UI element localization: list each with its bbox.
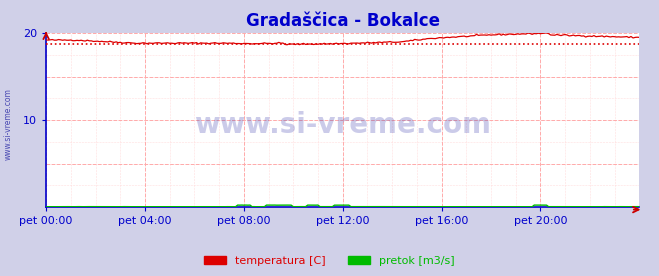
Text: www.si-vreme.com: www.si-vreme.com bbox=[194, 111, 491, 139]
Legend: temperatura [C], pretok [m3/s]: temperatura [C], pretok [m3/s] bbox=[200, 251, 459, 270]
Title: Gradaščica - Bokalce: Gradaščica - Bokalce bbox=[246, 12, 440, 30]
Text: www.si-vreme.com: www.si-vreme.com bbox=[3, 88, 13, 160]
